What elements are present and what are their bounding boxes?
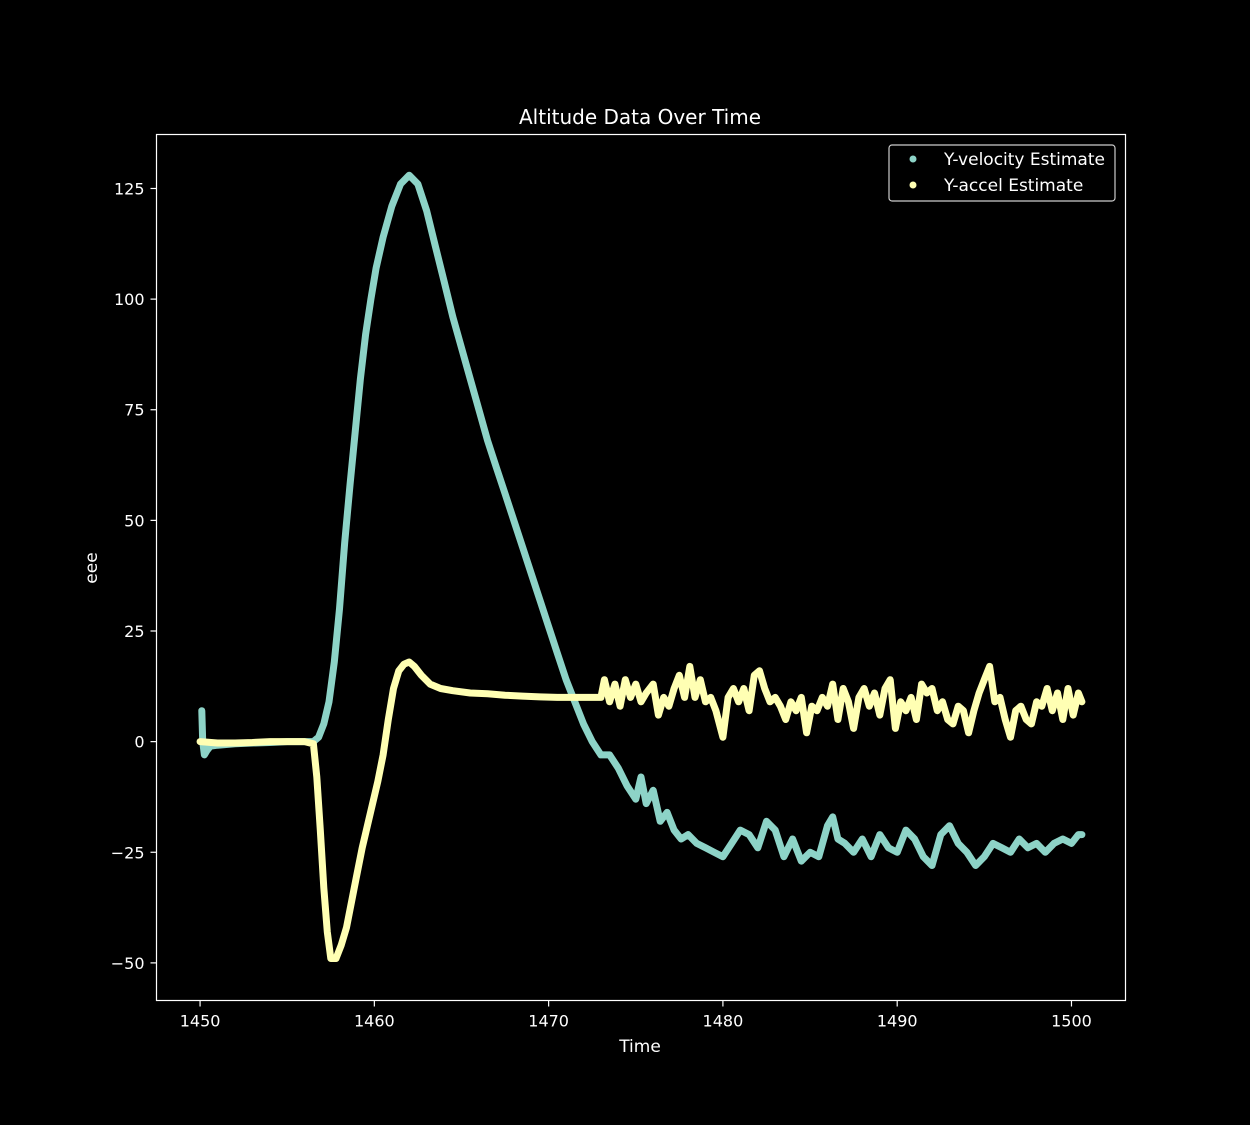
legend-box xyxy=(888,144,1116,202)
y-tick-label: 25 xyxy=(124,622,144,641)
x-tick-label: 1450 xyxy=(180,1012,221,1031)
series-line-accel xyxy=(196,658,1086,962)
series-line-velocity xyxy=(198,171,1086,869)
y-axis: −50 −25 0 25 50 75 100 125 xyxy=(111,179,157,973)
y-tick-label: 100 xyxy=(114,290,145,309)
x-tick-label: 1490 xyxy=(877,1012,918,1031)
x-tick-label: 1460 xyxy=(354,1012,395,1031)
x-axis-label: Time xyxy=(618,1037,661,1057)
x-tick-label: 1470 xyxy=(528,1012,569,1031)
y-tick-label: 125 xyxy=(114,179,145,198)
y-tick-label: 0 xyxy=(134,733,144,752)
x-tick-label: 1480 xyxy=(703,1012,744,1031)
y-tick-label: −25 xyxy=(111,843,145,862)
chart-title: Altitude Data Over Time xyxy=(519,105,761,129)
x-axis: 1450 1460 1470 1480 1490 1500 xyxy=(180,1000,1092,1031)
y-axis-label: eee xyxy=(82,552,102,583)
x-tick-label: 1500 xyxy=(1051,1012,1092,1031)
y-tick-label: −50 xyxy=(111,954,145,973)
series-layer xyxy=(196,171,1086,962)
y-tick-label: 75 xyxy=(124,401,144,420)
legend-marker-accel xyxy=(909,181,917,189)
y-tick-label: 50 xyxy=(124,511,144,530)
legend-marker-velocity xyxy=(909,155,917,163)
plot-frame xyxy=(155,133,1127,1002)
legend: Y-velocity Estimate Y-accel Estimate xyxy=(888,144,1116,202)
legend-label-accel: Y-accel Estimate xyxy=(943,176,1083,196)
legend-label-velocity: Y-velocity Estimate xyxy=(943,150,1105,170)
